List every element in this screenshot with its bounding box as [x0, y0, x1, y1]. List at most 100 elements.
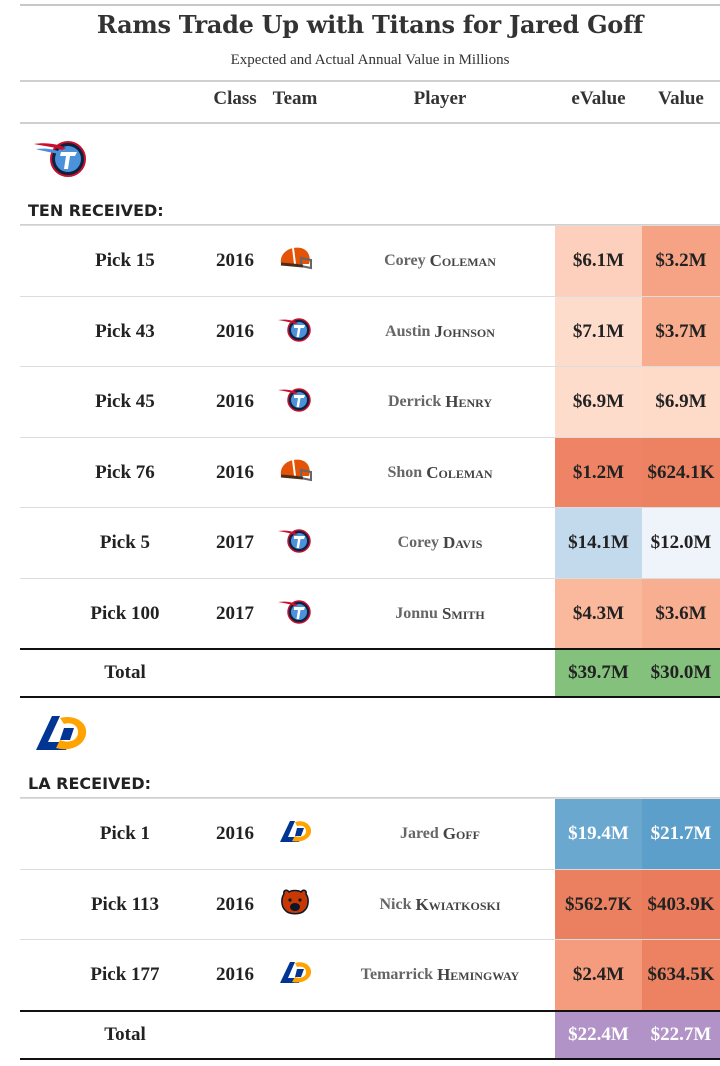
class-cell: 2016 — [216, 964, 254, 985]
player-cell: Jared Goff — [340, 799, 540, 869]
rams-logo-icon — [277, 817, 313, 851]
team-cell — [270, 579, 320, 649]
browns-helmet-icon — [277, 244, 313, 278]
player-cell: Corey Coleman — [340, 226, 540, 296]
rams-logo-icon — [277, 958, 313, 992]
player-last-name: Kwiatkoski — [415, 894, 501, 914]
titans-logo-icon — [277, 526, 313, 560]
team-cell — [270, 870, 320, 940]
team-cell — [270, 438, 320, 508]
player-first-name: Corey — [397, 534, 440, 551]
header-top-border — [20, 80, 720, 82]
player-last-name: Coleman — [426, 462, 493, 482]
evalue-cell: $6.1M — [555, 226, 642, 296]
top-border — [20, 4, 720, 6]
pick-cell: Pick 76 — [95, 461, 155, 483]
player-last-name: Goff — [442, 824, 481, 843]
value-cell: $3.6M — [642, 578, 720, 649]
header-bottom-border — [20, 122, 720, 124]
total-evalue-cell: $22.4M — [555, 1011, 642, 1058]
pick-cell: Pick 43 — [95, 320, 155, 342]
class-cell: 2016 — [216, 320, 254, 342]
ten-table-row: Pick 45 2016 Derrick Henry $6.9M $6.9M — [20, 366, 720, 437]
browns-helmet-icon — [277, 456, 313, 490]
player-first-name: Austin — [385, 322, 431, 340]
team-cell — [270, 940, 320, 1010]
value-cell: $634.5K — [642, 940, 720, 1010]
class-cell: 2017 — [216, 532, 254, 553]
value-cell: $6.9M — [642, 367, 720, 437]
ten-table-row: Pick 43 2016 Austin Johnson $7.1M $3.7M — [20, 295, 720, 367]
value-cell: $21.7M — [642, 799, 720, 869]
total-evalue-cell: $39.7M — [555, 650, 642, 696]
evalue-cell: $6.9M — [555, 367, 642, 437]
player-cell: Shon Coleman — [340, 438, 540, 508]
pick-cell: Pick 113 — [90, 893, 160, 915]
rams-logo-icon — [30, 710, 90, 758]
column-header-evalue: eValue — [571, 88, 626, 109]
player-cell: Nick Kwiatkoski — [340, 870, 540, 940]
evalue-cell: $19.4M — [555, 799, 642, 869]
total-label: Total — [104, 662, 146, 683]
titans-logo-icon — [277, 385, 313, 419]
player-cell: Jonnu Smith — [340, 579, 540, 649]
team-cell — [270, 297, 320, 367]
player-first-name: Derrick — [387, 393, 442, 410]
player-first-name: Nick — [379, 895, 412, 913]
pick-cell: Pick 45 — [95, 391, 155, 412]
player-cell: Corey Davis — [340, 508, 540, 578]
class-cell: 2016 — [216, 823, 254, 844]
pick-cell: Pick 177 — [90, 964, 160, 985]
column-header-value: Value — [658, 88, 704, 109]
class-cell: 2016 — [216, 893, 254, 915]
la-section-label: LA RECEIVED: — [28, 774, 152, 793]
player-last-name: Henry — [445, 392, 493, 411]
table-title: Rams Trade Up with Titans for Jared Goff — [96, 10, 644, 39]
evalue-cell: $14.1M — [555, 508, 642, 578]
ten-total-row: Total $39.7M $30.0M — [20, 648, 720, 698]
player-last-name: Hemingway — [437, 965, 520, 984]
column-header-player: Player — [413, 88, 467, 109]
ten-table-row: Pick 15 2016 Corey Coleman $6.1M $3.2M — [20, 225, 720, 296]
player-first-name: Jared — [399, 825, 439, 842]
player-cell: Temarrick Hemingway — [340, 940, 540, 1010]
value-cell: $403.9K — [642, 869, 720, 940]
player-last-name: Johnson — [434, 321, 495, 341]
total-value-cell: $30.0M — [642, 650, 720, 696]
evalue-cell: $7.1M — [555, 296, 642, 367]
la-table-row: Pick 113 2016 Nick Kwiatkoski $562.7K $403.9K — [20, 868, 720, 940]
bears-logo-icon — [277, 888, 313, 922]
class-cell: 2016 — [216, 461, 254, 483]
titans-logo-icon — [277, 315, 313, 349]
pick-cell: Pick 15 — [95, 250, 155, 271]
player-first-name: Shon — [387, 463, 423, 481]
pick-cell: Pick 1 — [99, 823, 151, 844]
team-cell — [270, 508, 320, 578]
class-cell: 2017 — [216, 602, 254, 624]
player-cell: Austin Johnson — [340, 297, 540, 367]
la-table-row: Pick 1 2016 Jared Goff $19.4M $21.7M — [20, 798, 720, 869]
team-cell — [270, 367, 320, 437]
la-table-row: Pick 177 2016 Temarrick Hemingway $2.4M $634.… — [20, 939, 720, 1010]
la-total-row: Total $22.4M $22.7M — [20, 1009, 720, 1060]
total-label: Total — [104, 1023, 146, 1045]
team-cell — [270, 226, 320, 296]
class-cell: 2016 — [216, 391, 254, 412]
player-first-name: Jonnu — [395, 604, 438, 622]
evalue-cell: $4.3M — [555, 578, 642, 649]
value-cell: $12.0M — [642, 508, 720, 578]
player-last-name: Coleman — [429, 251, 496, 270]
titans-logo-icon — [32, 136, 90, 184]
value-cell: $624.1K — [642, 437, 720, 508]
player-last-name: Smith — [441, 603, 485, 623]
column-header-class: Class — [213, 88, 257, 109]
ten-section-label: TEN RECEIVED: — [28, 201, 164, 220]
player-cell: Derrick Henry — [340, 367, 540, 437]
player-first-name: Corey — [384, 252, 426, 269]
titans-logo-icon — [277, 597, 313, 631]
class-cell: 2016 — [216, 250, 254, 271]
player-first-name: Temarrick — [360, 966, 434, 983]
pick-cell: Pick 5 — [99, 532, 151, 553]
total-value-cell: $22.7M — [642, 1011, 720, 1058]
pick-cell: Pick 100 — [90, 602, 160, 624]
